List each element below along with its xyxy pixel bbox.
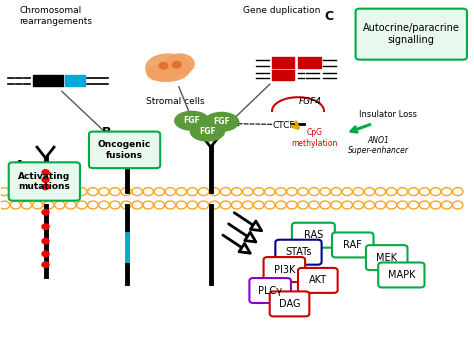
FancyBboxPatch shape: [378, 262, 425, 287]
Circle shape: [42, 209, 49, 215]
Ellipse shape: [175, 111, 209, 130]
Circle shape: [42, 177, 49, 182]
Text: DAG: DAG: [279, 299, 300, 309]
Ellipse shape: [147, 65, 180, 81]
Text: ANO1
Super-enhancer: ANO1 Super-enhancer: [348, 136, 409, 155]
FancyBboxPatch shape: [89, 132, 160, 168]
Bar: [272, 57, 294, 68]
Text: FGF: FGF: [183, 116, 200, 125]
Circle shape: [42, 184, 49, 189]
Text: Stromal cells: Stromal cells: [146, 97, 205, 106]
Bar: [272, 70, 294, 80]
Text: B: B: [102, 126, 112, 139]
FancyBboxPatch shape: [298, 268, 337, 293]
Text: AKT: AKT: [309, 276, 327, 285]
Circle shape: [173, 61, 181, 68]
FancyBboxPatch shape: [332, 232, 374, 257]
Bar: [33, 75, 64, 86]
Text: Chromosomal
rearrangements: Chromosomal rearrangements: [19, 6, 92, 25]
FancyBboxPatch shape: [270, 291, 310, 317]
FancyBboxPatch shape: [264, 257, 305, 282]
FancyBboxPatch shape: [9, 162, 80, 201]
Ellipse shape: [205, 113, 238, 131]
Bar: [65, 75, 85, 86]
FancyBboxPatch shape: [275, 240, 321, 265]
FancyBboxPatch shape: [356, 9, 467, 60]
Ellipse shape: [146, 54, 191, 81]
Bar: [298, 57, 321, 68]
Circle shape: [159, 62, 168, 69]
Text: Gene duplication: Gene duplication: [243, 6, 320, 15]
Text: PLCγ: PLCγ: [258, 286, 282, 295]
Ellipse shape: [166, 54, 194, 74]
Circle shape: [42, 170, 49, 175]
Text: CpG
methylation: CpG methylation: [292, 129, 337, 148]
Text: RAF: RAF: [343, 240, 362, 250]
Text: PI3K: PI3K: [273, 265, 295, 274]
Text: Autocrine/paracrine
signalling: Autocrine/paracrine signalling: [363, 23, 460, 45]
FancyBboxPatch shape: [249, 278, 291, 303]
Ellipse shape: [191, 122, 224, 141]
Text: STATs: STATs: [285, 247, 312, 257]
FancyBboxPatch shape: [366, 245, 408, 270]
Circle shape: [42, 262, 49, 268]
Text: MEK: MEK: [376, 253, 397, 262]
Circle shape: [42, 224, 49, 229]
Circle shape: [42, 238, 49, 244]
Text: FGF: FGF: [199, 127, 216, 136]
Text: A: A: [15, 159, 25, 172]
Text: RAS: RAS: [304, 230, 323, 240]
FancyBboxPatch shape: [292, 223, 335, 248]
Text: FGF: FGF: [213, 117, 230, 126]
Text: MAPK: MAPK: [388, 270, 415, 280]
Text: CTCF: CTCF: [273, 121, 295, 130]
Text: Activating
mutations: Activating mutations: [18, 172, 71, 191]
Text: Insulator Loss: Insulator Loss: [359, 110, 417, 119]
Circle shape: [42, 251, 49, 257]
Text: C: C: [324, 10, 333, 23]
Text: Oncogenic
fusions: Oncogenic fusions: [98, 140, 151, 160]
Text: FGF4: FGF4: [298, 97, 321, 106]
